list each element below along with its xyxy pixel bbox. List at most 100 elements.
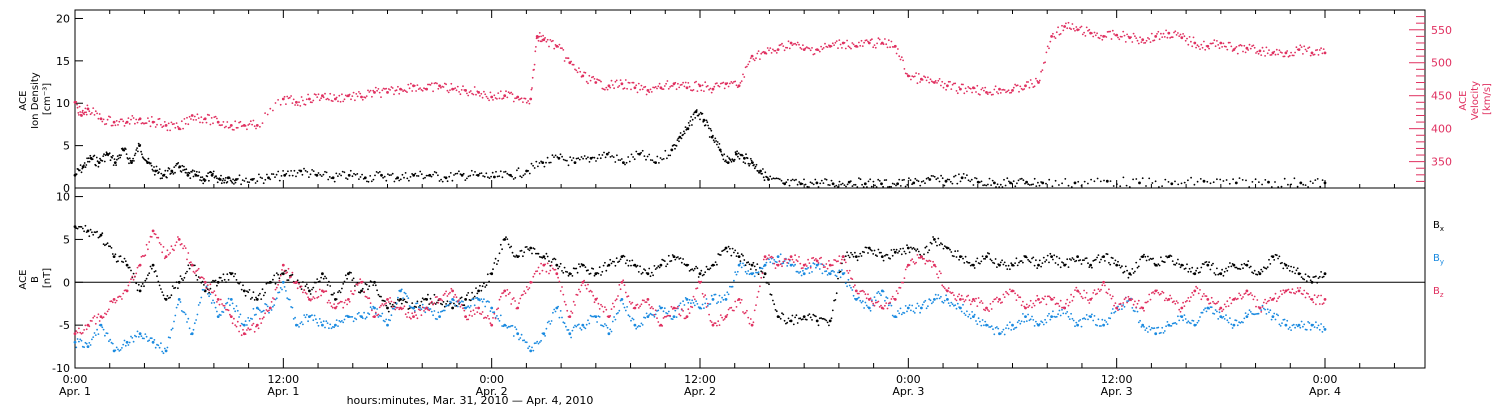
data-point [893, 250, 897, 254]
data-point [368, 313, 371, 316]
x-tick-date: Apr. 3 [892, 385, 924, 398]
data-point [506, 172, 509, 175]
data-point [925, 245, 928, 248]
data-point [567, 329, 570, 331]
data-point [730, 254, 733, 257]
data-point [196, 279, 199, 281]
data-point [755, 163, 758, 166]
data-point [710, 321, 713, 323]
data-point [932, 175, 934, 177]
data-point [99, 157, 101, 160]
data-point [672, 255, 676, 258]
data-point [386, 91, 389, 94]
data-point [251, 318, 254, 320]
data-point [546, 38, 549, 41]
data-point [1221, 310, 1223, 313]
data-point [687, 264, 690, 266]
data-point [709, 267, 712, 270]
data-point [92, 107, 95, 109]
data-point [1094, 258, 1097, 261]
data-point [1071, 23, 1074, 25]
data-point [953, 255, 955, 258]
data-point [437, 87, 440, 90]
data-point [1281, 322, 1283, 324]
data-point [815, 258, 817, 260]
data-point [88, 325, 91, 328]
data-point [347, 173, 351, 177]
data-point [688, 85, 691, 88]
data-point [693, 298, 696, 301]
data-point [962, 83, 964, 86]
data-point [368, 285, 371, 287]
data-point [415, 314, 417, 316]
data-point [1282, 267, 1285, 270]
data-point [794, 316, 796, 319]
data-point [346, 303, 348, 306]
data-point [417, 308, 420, 311]
data-point [604, 323, 606, 325]
data-point [367, 312, 369, 314]
data-point [1165, 325, 1167, 328]
data-point [275, 173, 278, 176]
data-point [1088, 302, 1091, 304]
data-point [182, 127, 185, 130]
data-point [658, 82, 661, 85]
data-point [347, 298, 350, 301]
data-point [625, 161, 628, 164]
data-point [454, 293, 457, 296]
data-point [1003, 296, 1006, 298]
data-point [1058, 184, 1060, 186]
data-point [1226, 300, 1229, 303]
data-point [990, 325, 993, 327]
data-point [1014, 185, 1017, 188]
data-point [711, 298, 715, 301]
data-point [841, 269, 843, 271]
data-point [1118, 264, 1121, 267]
data-point [315, 93, 317, 96]
data-point [1148, 259, 1151, 261]
data-point [1152, 291, 1154, 293]
data-point [805, 46, 808, 48]
data-point [183, 245, 186, 247]
data-point [559, 47, 562, 49]
data-point [1200, 43, 1203, 46]
data-point [162, 352, 165, 355]
data-point [1006, 177, 1009, 180]
data-point [80, 114, 83, 117]
data-point [1201, 295, 1204, 298]
data-point [84, 166, 87, 169]
data-point [1302, 53, 1304, 55]
data-point [729, 285, 731, 288]
data-point [281, 263, 285, 267]
data-point [343, 280, 346, 283]
data-point [985, 255, 988, 258]
data-point [1117, 260, 1119, 263]
data-point [313, 281, 316, 284]
data-point [264, 178, 267, 181]
data-point [984, 86, 987, 89]
data-point [1264, 298, 1266, 301]
data-point [1242, 267, 1244, 270]
data-point [233, 275, 235, 278]
data-point [962, 298, 964, 301]
data-point [124, 260, 127, 263]
data-point [1109, 294, 1112, 296]
data-point [682, 81, 684, 84]
data-point [1114, 310, 1117, 313]
data-point [1305, 280, 1308, 282]
data-point [293, 169, 296, 172]
data-point [226, 121, 229, 123]
data-point [684, 81, 687, 84]
data-point [563, 300, 566, 303]
data-point [449, 89, 451, 91]
data-point [927, 76, 929, 79]
data-point [360, 95, 363, 99]
data-point [1098, 290, 1101, 292]
data-point [409, 176, 412, 178]
data-point [1204, 48, 1207, 51]
data-point [396, 176, 399, 180]
data-point [716, 302, 718, 305]
data-point [1196, 267, 1199, 270]
data-point [619, 159, 622, 162]
data-point [566, 271, 569, 273]
